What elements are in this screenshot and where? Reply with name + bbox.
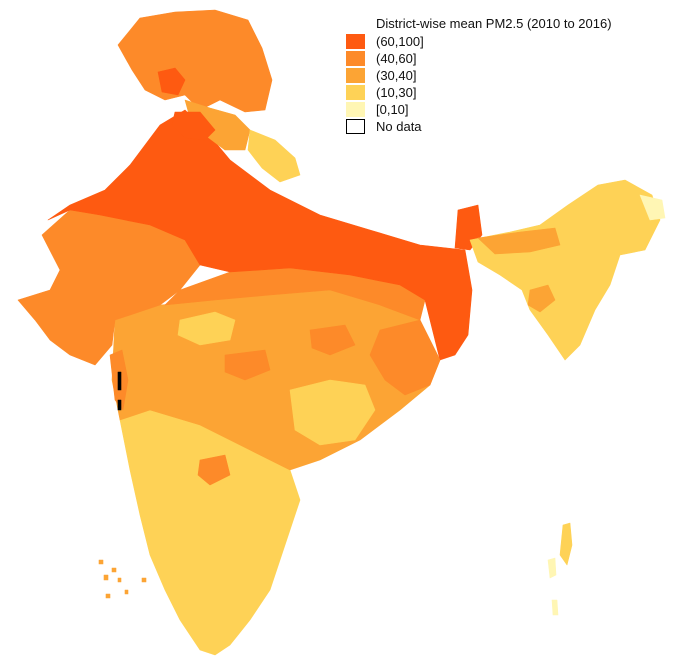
region-central-patch bbox=[224, 349, 271, 381]
region-telangana-patch bbox=[197, 454, 231, 486]
region-meghalaya-patch bbox=[527, 284, 556, 313]
legend-label: (30,40] bbox=[376, 68, 417, 83]
region-indo-gangetic-plain bbox=[47, 109, 473, 361]
legend-label: (60,100] bbox=[376, 34, 424, 49]
region-jammu-kashmir bbox=[117, 9, 273, 113]
region-arunachal-clean bbox=[639, 194, 666, 221]
legend-item: [0,10] bbox=[346, 101, 546, 118]
legend-swatch bbox=[346, 102, 365, 117]
legend-title: District-wise mean PM2.5 (2010 to 2016) bbox=[376, 16, 612, 31]
legend-label: [0,10] bbox=[376, 102, 409, 117]
region-bihar-patch bbox=[309, 324, 356, 356]
legend-label: (40,60] bbox=[376, 51, 417, 66]
region-chhattisgarh-patch bbox=[289, 379, 376, 446]
legend-swatch bbox=[346, 34, 365, 49]
legend-swatch bbox=[346, 68, 365, 83]
region-northeast bbox=[469, 179, 661, 361]
region-nicobar-islands bbox=[547, 557, 559, 616]
region-andaman-islands bbox=[559, 522, 573, 566]
legend-item: (40,60] bbox=[346, 50, 546, 67]
region-uttarakhand bbox=[247, 129, 301, 183]
region-assam-patch bbox=[477, 227, 561, 255]
legend-item: No data bbox=[346, 118, 546, 135]
region-mp-patch bbox=[177, 311, 236, 346]
legend-swatch bbox=[346, 85, 365, 100]
legend-label: No data bbox=[376, 119, 422, 134]
region-kashmir-valley bbox=[157, 67, 186, 96]
region-no-data-coast bbox=[117, 371, 122, 411]
region-lakshadweep bbox=[98, 559, 147, 599]
legend-item: (30,40] bbox=[346, 67, 546, 84]
legend-item: (10,30] bbox=[346, 84, 546, 101]
legend-label: (10,30] bbox=[376, 85, 417, 100]
region-east-coast bbox=[369, 319, 441, 396]
legend-item: (60,100] bbox=[346, 33, 546, 50]
legend-swatch bbox=[346, 119, 365, 134]
legend-swatch bbox=[346, 51, 365, 66]
region-punjab bbox=[171, 111, 216, 141]
